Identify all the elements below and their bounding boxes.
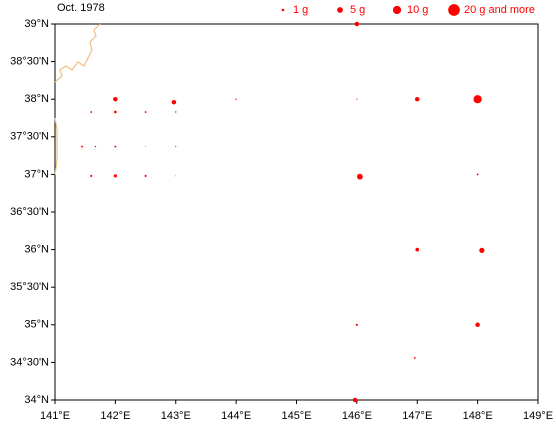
legend-label: 5 g: [350, 4, 365, 16]
legend-marker: [392, 5, 402, 15]
plot-frame: [54, 23, 539, 401]
catch-point: [356, 98, 358, 100]
catch-point: [476, 173, 479, 176]
catch-point: [235, 98, 237, 100]
legend-label: 1 g: [293, 4, 308, 16]
x-tick-label: 148°E: [463, 410, 493, 422]
catch-point: [473, 95, 482, 104]
legend-label: 10 g: [407, 4, 428, 16]
legend-marker: [281, 8, 285, 12]
y-tick-label: 35°30'N: [10, 281, 49, 293]
catch-point: [114, 110, 117, 114]
catch-point: [175, 111, 177, 113]
catch-point: [90, 111, 93, 113]
catch-point: [355, 323, 358, 326]
catch-point: [171, 99, 177, 105]
catch-point: [114, 145, 117, 148]
y-tick-label: 35°N: [24, 319, 49, 331]
x-tick-label: 149°E: [523, 410, 553, 422]
y-tick-label: 36°30'N: [10, 206, 49, 218]
x-tick-label: 146°E: [342, 410, 372, 422]
x-tick-label: 143°E: [161, 410, 191, 422]
y-tick-label: 38°30'N: [10, 56, 49, 68]
legend-label: 20 g and more: [464, 4, 535, 16]
catch-point: [479, 247, 485, 253]
catch-point: [413, 356, 416, 359]
y-tick-label: 37°N: [24, 168, 49, 180]
catch-point: [414, 96, 420, 102]
catch-point: [81, 145, 84, 148]
catch-point: [90, 174, 93, 177]
catch-point: [145, 146, 146, 147]
x-tick-label: 147°E: [402, 410, 432, 422]
y-tick-label: 39°N: [24, 18, 49, 30]
catch-point: [415, 247, 420, 252]
catch-point: [175, 175, 177, 177]
catch-point: [113, 96, 118, 102]
catch-point: [175, 145, 177, 148]
catch-point: [144, 111, 147, 113]
catch-point: [354, 21, 360, 27]
y-tick-label: 37°30'N: [10, 131, 49, 143]
catch-point: [94, 145, 97, 148]
y-tick-label: 38°N: [24, 93, 49, 105]
x-tick-label: 142°E: [100, 410, 130, 422]
catch-point: [356, 173, 363, 180]
chart-title: Oct. 1978: [57, 2, 105, 14]
x-tick-label: 144°E: [221, 410, 251, 422]
y-tick-label: 34°30'N: [10, 356, 49, 368]
legend-marker: [448, 4, 460, 16]
catch-point: [352, 397, 358, 403]
catch-point: [113, 174, 117, 178]
catch-point: [144, 174, 147, 177]
y-tick-label: 34°N: [24, 394, 49, 406]
catch-point: [475, 322, 480, 328]
x-tick-label: 141°E: [40, 410, 70, 422]
x-tick-label: 145°E: [281, 410, 311, 422]
coastline: [54, 23, 101, 176]
legend-marker: [337, 7, 343, 13]
y-tick-label: 36°N: [24, 244, 49, 256]
